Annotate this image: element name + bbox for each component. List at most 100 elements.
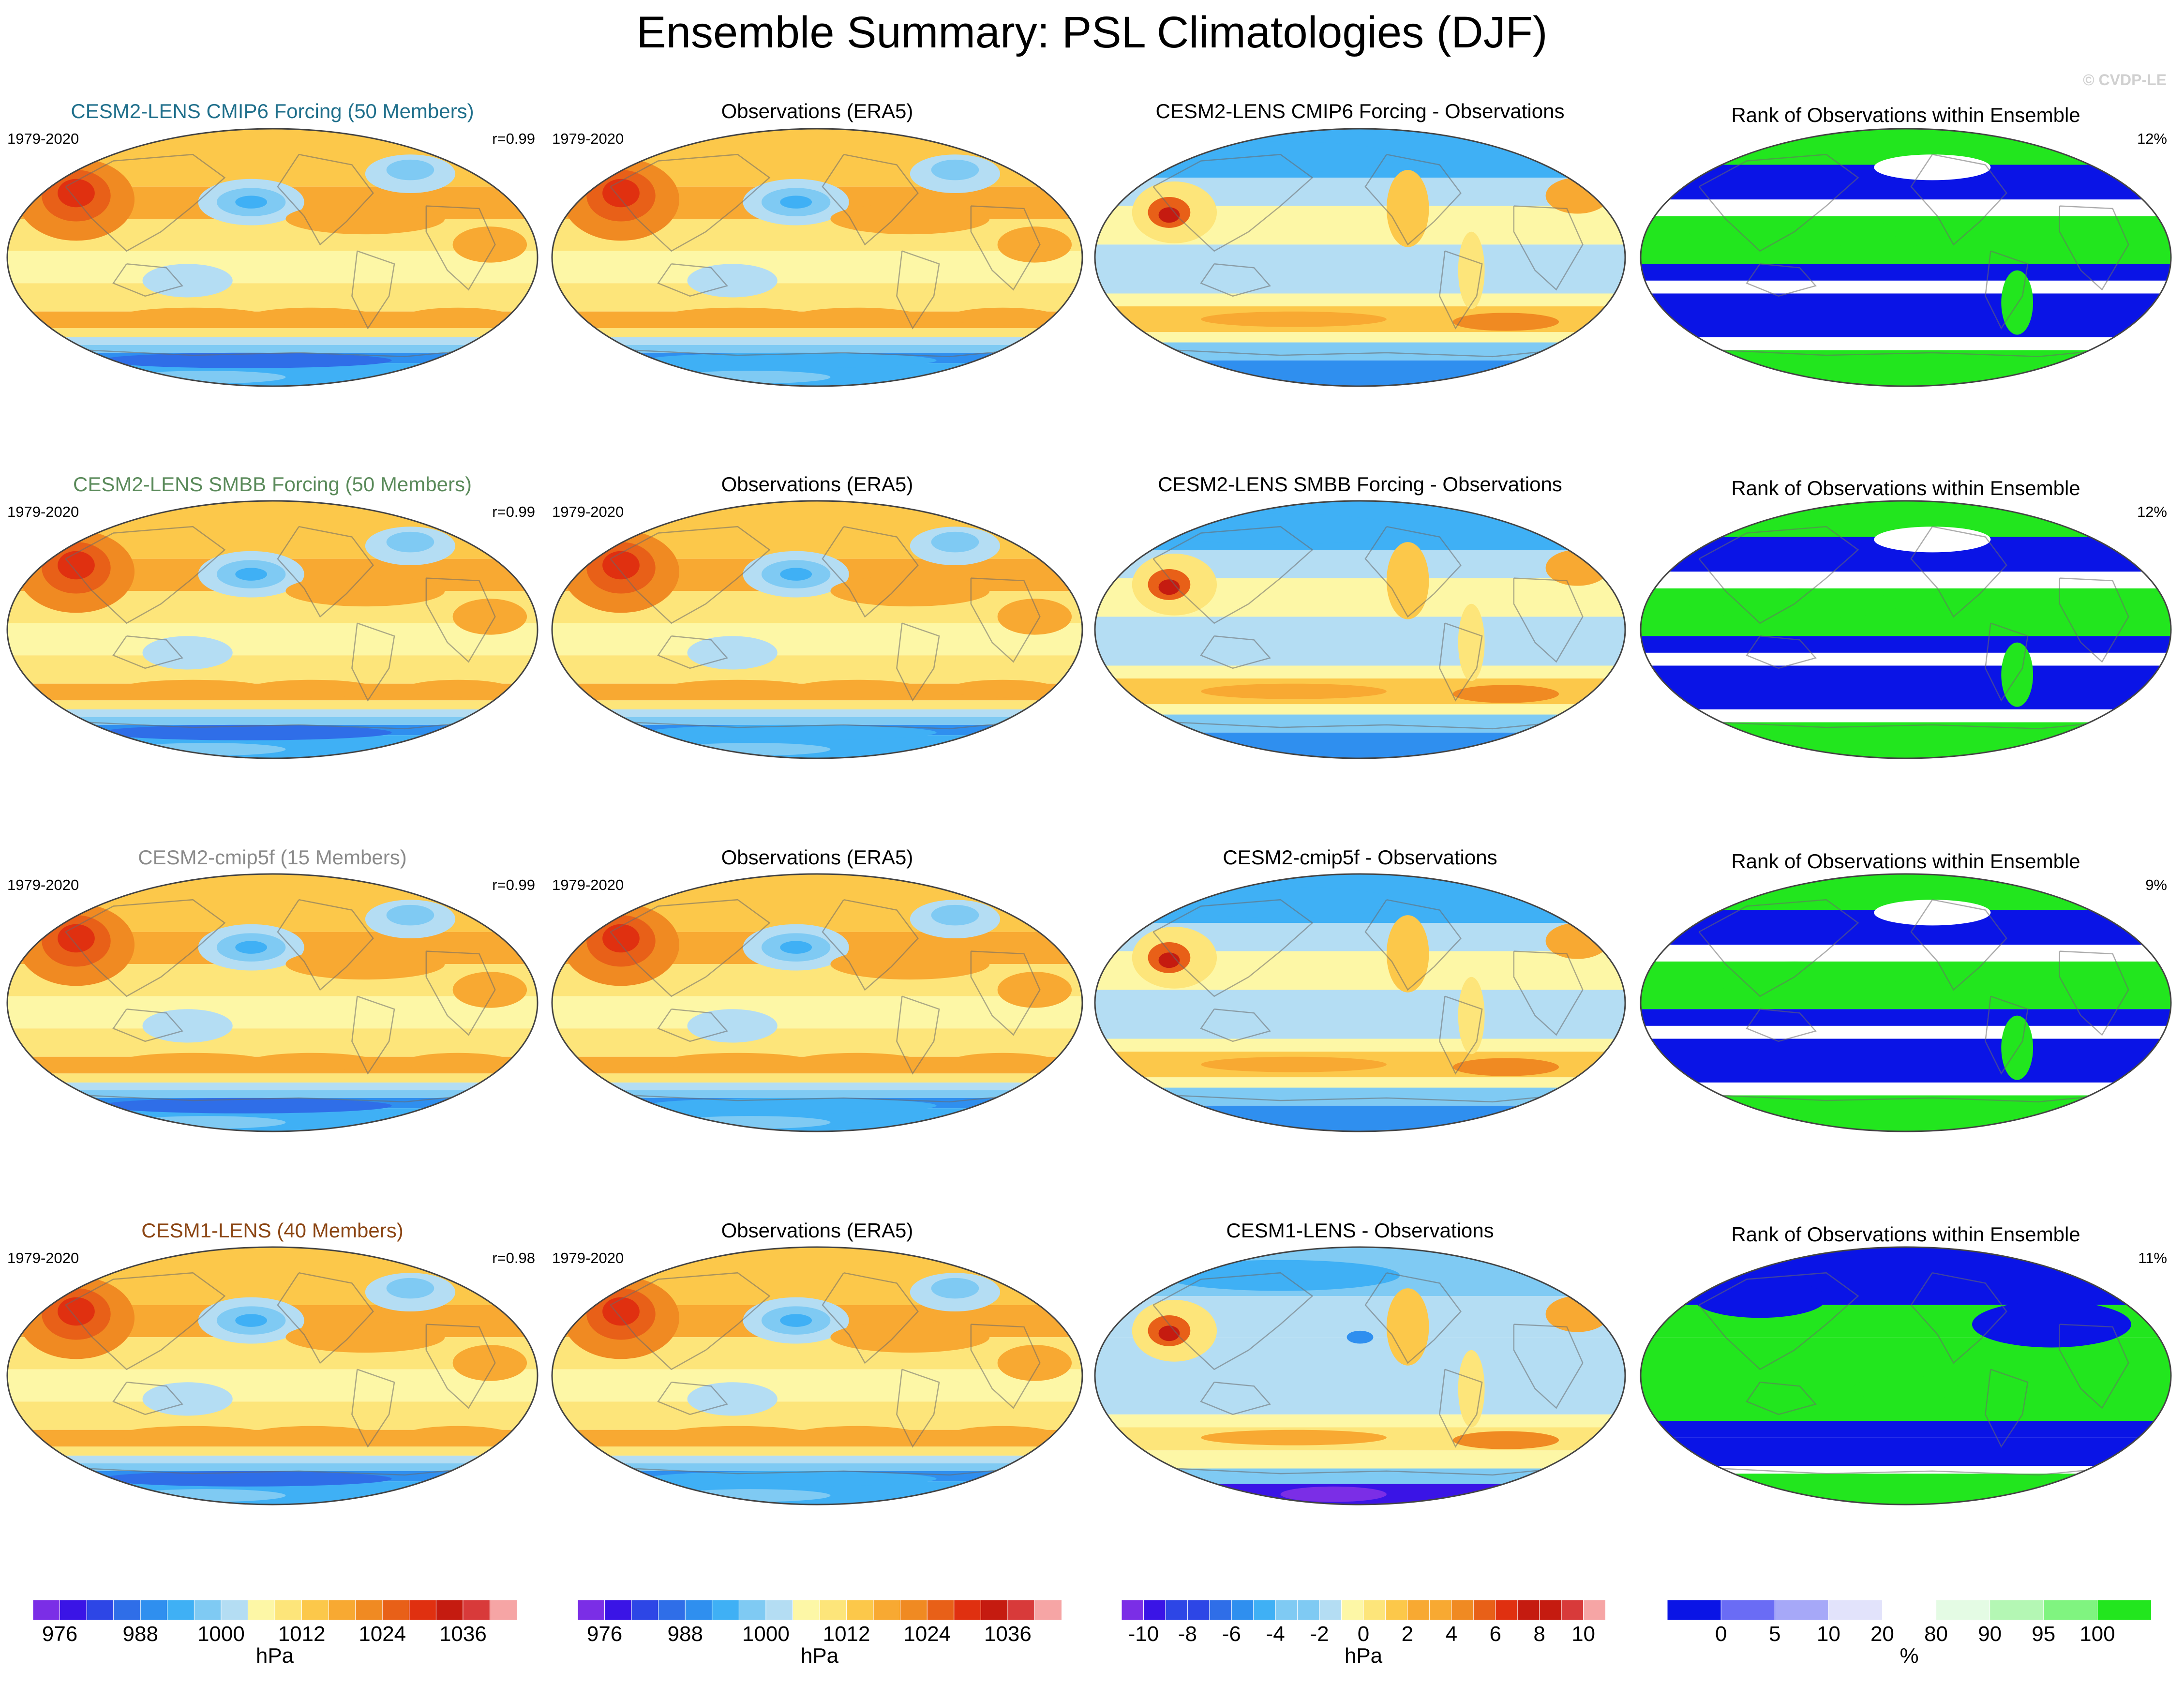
colorbar-box [900, 1599, 928, 1621]
colorbar-box [1936, 1599, 1990, 1621]
maritime-low [142, 264, 233, 298]
subtropical-high [285, 575, 445, 607]
coastline [970, 1324, 1041, 1409]
colorbar-unit-label: hPa [256, 1644, 294, 1668]
circumpolar-trough [100, 352, 392, 368]
icelandic-low-core [386, 904, 434, 926]
colorbar-2: 976 988 1000 1012 1024 1036 hPa [577, 1599, 1062, 1668]
pattern-correlation: r=0.99 [492, 876, 535, 893]
colorbar-box [221, 1599, 249, 1621]
coastline [1152, 526, 1314, 624]
south-pacific-high-east [248, 307, 376, 326]
coastline [2059, 1324, 2129, 1409]
colorbar-box [1667, 1599, 1722, 1621]
colorbar-tick-label: 6 [1489, 1622, 1501, 1646]
south-pacific-high [663, 307, 812, 326]
map-field [1095, 874, 1625, 1131]
colorbar-tick-label: 988 [123, 1622, 158, 1646]
map-border [551, 500, 1083, 759]
rank-arctic-white [1874, 527, 1991, 553]
south-midlat-positive [1201, 1430, 1387, 1445]
colorbar-box [1275, 1599, 1298, 1621]
map-field [1095, 501, 1625, 758]
panel-ensemble-row-2: CESM2-LENS SMBB Forcing (50 Members) 1979… [6, 473, 539, 759]
azores-high [452, 599, 527, 635]
colorbar-1: 976 988 1000 1012 1024 1036 hPa [32, 1599, 518, 1668]
map-field [552, 129, 1082, 386]
colorbar-box [1828, 1599, 1883, 1621]
panel-rank-row-3: Rank of Observations within Ensemble 9% [1640, 850, 2172, 1132]
coastline [351, 622, 395, 702]
coastline [1698, 1272, 1859, 1370]
coastline [822, 1272, 919, 1364]
period-label: 1979-2020 [552, 876, 624, 893]
colorbar-box [409, 1599, 437, 1621]
colorbar-tick-label: 20 [1870, 1622, 1894, 1646]
colorbar-box [1561, 1599, 1584, 1621]
circumpolar-trough [100, 1471, 392, 1487]
colorbar-tick-label: -10 [1128, 1622, 1159, 1646]
colorbar-box [819, 1599, 847, 1621]
icelandic-low-core [386, 1278, 434, 1299]
coastline [1910, 899, 2007, 991]
maritime-low [142, 1382, 233, 1416]
colorbar-box [1882, 1599, 1937, 1621]
rank-pacific-green [1853, 1376, 1959, 1402]
coastline [657, 1382, 728, 1415]
south-pacific-high [663, 1426, 812, 1444]
icelandic-low-core [931, 531, 979, 553]
coastline [1698, 153, 1859, 252]
south-midlat-positive [1201, 1056, 1387, 1072]
coastline [112, 635, 183, 669]
colorbar-tick-label: 1036 [439, 1622, 487, 1646]
colorbar-box [2097, 1599, 2152, 1621]
panel-difference-row-1: CESM2-LENS CMIP6 Forcing - Observations [1094, 100, 1626, 387]
colorbar-tick-label: 0 [1358, 1622, 1369, 1646]
coastline [657, 1009, 728, 1042]
colorbar-box [738, 1599, 766, 1621]
icelandic-low-core [931, 159, 979, 181]
map-field [1641, 1247, 2171, 1505]
siberian-high-peak [58, 1297, 95, 1326]
siberian-high-peak [602, 1297, 640, 1326]
coastline [970, 950, 1041, 1036]
map-border [551, 128, 1083, 387]
colorbar-box [1429, 1599, 1452, 1621]
azores-high [452, 1345, 527, 1381]
maritime-low [142, 1009, 233, 1043]
colorbar-tick-label: 976 [587, 1622, 622, 1646]
figure-title: Ensemble Summary: PSL Climatologies (DJF… [636, 8, 1547, 57]
colorbar-tick-label: 95 [2032, 1622, 2055, 1646]
aleutian-low-center [780, 568, 812, 581]
panel-ensemble-row-3: CESM2-cmip5f (15 Members) 1979-2020 r=0.99 [6, 846, 539, 1132]
colorbar-tick-label: 1000 [742, 1622, 790, 1646]
coastline [87, 1095, 472, 1103]
subtropical-high [285, 1322, 445, 1353]
coastline [1746, 1382, 1817, 1415]
colorbar-box [1363, 1599, 1386, 1621]
colorbar-box [927, 1599, 955, 1621]
colorbar-unit-label: % [1900, 1644, 1918, 1668]
colorbar-tick-label: 100 [2079, 1622, 2115, 1646]
coastline [1439, 1369, 1483, 1448]
colorbar-box [954, 1599, 982, 1621]
siberian-high-peak [58, 924, 95, 953]
colorbar-box [685, 1599, 713, 1621]
coastline [87, 1468, 472, 1476]
coastline [1720, 1468, 2105, 1476]
coastline [65, 526, 226, 624]
rank-percentage: 12% [2137, 130, 2167, 147]
coastline [896, 995, 940, 1075]
coastline [2059, 950, 2129, 1036]
south-atlantic-high [405, 1053, 511, 1071]
panel-title: Observations (ERA5) [721, 846, 913, 869]
map-field [1641, 501, 2171, 758]
panel-rank-row-4: Rank of Observations within Ensemble 11% [1640, 1223, 2172, 1505]
colorbar-box [1517, 1599, 1540, 1621]
period-label: 1979-2020 [7, 503, 79, 520]
colorbar-box [1407, 1599, 1430, 1621]
coastline [65, 899, 226, 997]
panel-ensemble-row-4: CESM1-LENS (40 Members) 1979-2020 r=0.98 [6, 1219, 539, 1505]
coastline [610, 526, 771, 624]
colorbar-box [301, 1599, 329, 1621]
